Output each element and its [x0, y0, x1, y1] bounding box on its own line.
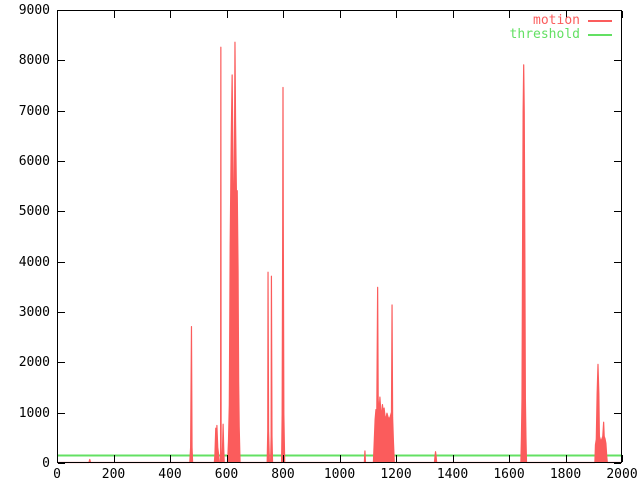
plot-area: [57, 10, 623, 464]
x-axis-tick-label: 600: [214, 467, 239, 480]
legend-label-motion: motion: [533, 13, 580, 28]
legend-item-motion: motion: [533, 14, 612, 27]
x-axis-tick-label: 1200: [380, 467, 412, 480]
x-axis-tick-label: 1600: [493, 467, 525, 480]
x-axis-tick-label: 400: [158, 467, 182, 480]
x-axis-tick-label: 1000: [323, 467, 356, 480]
plot-border: [57, 10, 622, 463]
x-axis-tick-label: 0: [53, 467, 61, 480]
axis-layer: [57, 10, 623, 464]
y-axis-tick-label: 0: [42, 456, 50, 471]
y-axis-tick-label: 1000: [18, 405, 50, 421]
x-axis-tick-label: 1400: [436, 467, 469, 480]
legend: motion threshold: [510, 14, 612, 41]
motion-series-path: [57, 41, 622, 464]
legend-label-threshold: threshold: [509, 27, 580, 42]
y-axis-tick-label: 8000: [18, 53, 50, 69]
x-axis-tick-label: 1800: [549, 467, 582, 480]
y-axis-tick-label: 9000: [18, 3, 50, 18]
x-axis-tick-label: 2000: [606, 467, 638, 480]
y-axis-tick-label: 5000: [18, 204, 50, 220]
series-layer: [57, 41, 622, 464]
legend-line-sample-threshold: [588, 33, 612, 36]
x-axis-tick-label: 800: [271, 467, 295, 480]
legend-item-threshold: threshold: [510, 28, 612, 41]
y-axis-tick-label: 6000: [18, 154, 50, 169]
y-axis-tick-label: 3000: [18, 305, 50, 320]
y-axis-tick-label: 4000: [18, 254, 50, 270]
y-axis-tick-label: 2000: [18, 355, 50, 371]
x-axis-tick-label: 200: [101, 467, 126, 480]
legend-line-sample-motion: [588, 19, 612, 22]
y-axis-tick-label: 7000: [18, 103, 50, 119]
